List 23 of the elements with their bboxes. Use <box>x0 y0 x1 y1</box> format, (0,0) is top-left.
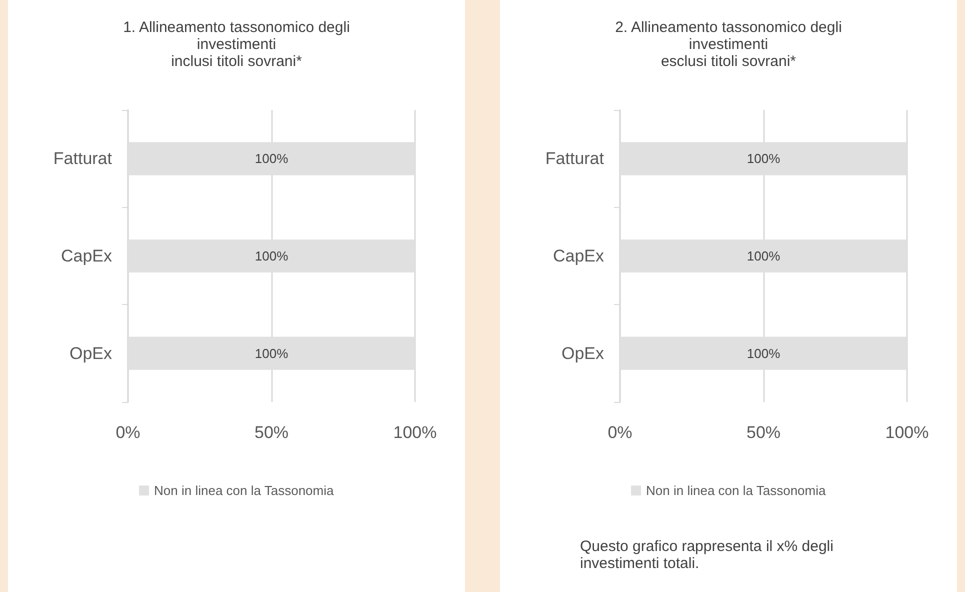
chart-title: 1. Allineamento tassonomico degli investimenti inclusi titoli sovrani* <box>123 19 350 70</box>
data-label: 100% <box>254 151 289 166</box>
data-label: 100% <box>254 248 289 264</box>
y-tick-label: OpEx <box>69 344 112 363</box>
data-label: 100% <box>746 346 781 361</box>
legend-label: Non in linea con la Tassonomia <box>154 483 335 498</box>
text: Questo grafico rappresenta il x% degli investimenti totali. <box>580 538 834 572</box>
y-tick-label: Fatturat <box>53 149 112 168</box>
y-tick-label: CapEx <box>552 246 604 266</box>
data-label: 100% <box>254 346 289 361</box>
data-label: 100% <box>746 151 781 166</box>
x-tick-label: 0% <box>608 423 632 442</box>
x-tick-label: 50% <box>254 423 289 442</box>
data-label: 100% <box>746 248 781 264</box>
chart-title: 2. Allineamento tassonomico degli investimenti esclusi titoli sovrani* <box>615 19 842 70</box>
x-tick-label: 100% <box>885 423 929 442</box>
x-tick-label: 50% <box>746 423 781 442</box>
x-tick-label: 0% <box>116 423 140 442</box>
y-tick-label: CapEx <box>60 246 112 266</box>
x-tick-label: 100% <box>393 423 437 442</box>
y-tick-label: OpEx <box>561 344 604 363</box>
legend-label: Non in linea con la Tassonomia <box>646 483 827 498</box>
y-tick-label: Fatturat <box>545 149 604 168</box>
